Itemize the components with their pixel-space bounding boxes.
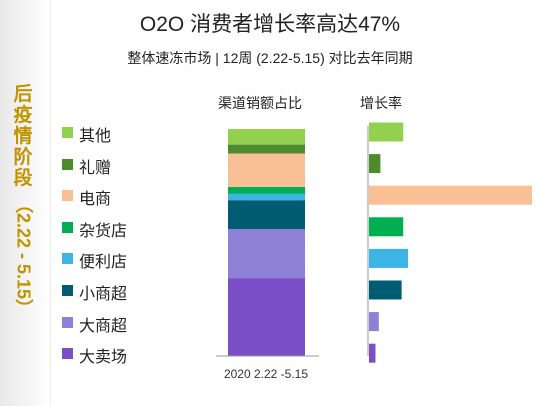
side-band [0, 0, 51, 406]
side-label-period: （2.22 - 5.15） [13, 195, 34, 318]
legend-swatch [62, 222, 73, 233]
legend-swatch [62, 127, 73, 138]
growth-bar [369, 248, 409, 268]
growth-bar [369, 312, 379, 332]
growth-bar [369, 217, 404, 237]
legend-swatch [62, 159, 73, 170]
legend-label: 便利店 [79, 254, 128, 271]
legend-label: 大商超 [79, 318, 128, 335]
share-segment [228, 193, 305, 201]
legend-label: 电商 [79, 191, 112, 208]
growth-bar [369, 185, 532, 205]
growth-bar [369, 154, 381, 174]
legend-label: 大卖场 [79, 349, 128, 366]
share-segment [228, 129, 305, 145]
legend-swatch [62, 317, 73, 328]
growth-bar [369, 280, 402, 300]
legend-swatch [62, 285, 73, 296]
legend-swatch [62, 253, 73, 264]
share-header: 渠道销额占比 [218, 95, 302, 111]
share-segment [228, 186, 305, 194]
legend-label: 小商超 [79, 286, 128, 303]
share-segment [228, 200, 305, 230]
growth-bar [369, 343, 376, 363]
growth-bar [369, 122, 404, 142]
side-label: 后疫情阶段 （2.22 - 5.15） [8, 84, 38, 317]
category-tick-label: 2020 2.22 -5.15 [224, 367, 308, 381]
growth-header: 增长率 [360, 95, 402, 111]
share-segment [228, 229, 305, 279]
share-segment [228, 144, 305, 154]
growth-bar-group [369, 122, 532, 363]
chart-subtitle: 整体速冻市场 | 12周 (2.22-5.15) 对比去年同期 [127, 50, 413, 66]
share-segment [228, 278, 305, 356]
chart-title: O2O 消费者增长率高达47% [139, 13, 401, 36]
legend-label: 杂货店 [79, 223, 128, 240]
share-segment [228, 153, 305, 187]
side-label-main: 后疫情阶段 [13, 84, 33, 189]
legend-swatch [62, 190, 73, 201]
legend-label: 礼赠 [79, 160, 112, 177]
stacked-bar-group [228, 129, 305, 356]
legend-swatch [62, 348, 73, 359]
legend-label: 其他 [79, 128, 112, 145]
